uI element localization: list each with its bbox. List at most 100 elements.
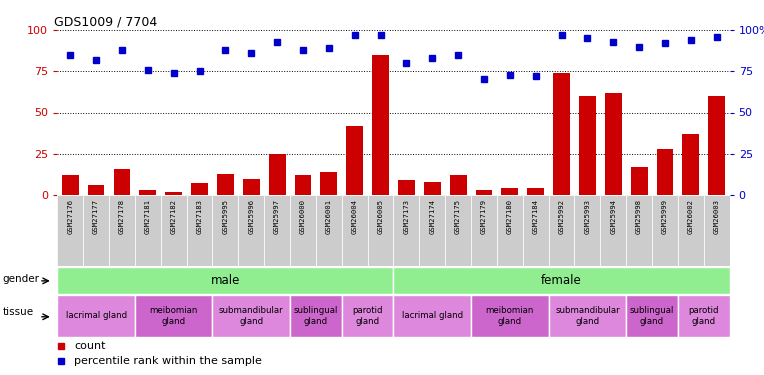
Text: male: male <box>211 274 240 287</box>
Text: GSM27181: GSM27181 <box>145 199 151 234</box>
Bar <box>626 295 678 337</box>
Bar <box>316 195 342 266</box>
Bar <box>678 295 730 337</box>
Bar <box>549 195 575 266</box>
Bar <box>471 295 549 337</box>
Bar <box>652 195 678 266</box>
Text: GSM25994: GSM25994 <box>610 199 617 234</box>
Text: GSM25992: GSM25992 <box>558 199 565 234</box>
Bar <box>475 190 492 195</box>
Bar <box>527 188 544 195</box>
Bar <box>57 295 135 337</box>
Text: percentile rank within the sample: percentile rank within the sample <box>74 356 262 366</box>
Bar <box>342 195 367 266</box>
Bar <box>678 195 704 266</box>
Bar <box>656 149 673 195</box>
Text: GSM27176: GSM27176 <box>67 199 73 234</box>
Bar <box>139 190 156 195</box>
Bar <box>553 73 570 195</box>
Text: GSM25995: GSM25995 <box>222 199 228 234</box>
Bar <box>269 154 286 195</box>
Text: GSM27178: GSM27178 <box>119 199 125 234</box>
Text: GSM27173: GSM27173 <box>403 199 410 234</box>
Bar <box>290 295 342 337</box>
Bar <box>501 188 518 195</box>
Text: tissue: tissue <box>3 307 34 316</box>
Bar <box>704 195 730 266</box>
Bar <box>605 93 622 195</box>
Bar <box>393 295 471 337</box>
Bar <box>631 167 648 195</box>
Text: GSM26001: GSM26001 <box>325 199 332 234</box>
Bar <box>57 267 393 294</box>
Bar <box>62 175 79 195</box>
Bar <box>549 295 626 337</box>
Text: GSM26005: GSM26005 <box>377 199 384 234</box>
Text: submandibular
gland: submandibular gland <box>555 306 620 326</box>
Bar <box>626 195 652 266</box>
Bar <box>320 172 337 195</box>
Bar <box>191 183 208 195</box>
Text: GSM25993: GSM25993 <box>584 199 591 234</box>
Bar <box>295 175 312 195</box>
Text: submandibular
gland: submandibular gland <box>219 306 283 326</box>
Bar <box>109 195 135 266</box>
Bar <box>393 267 730 294</box>
Text: GSM27180: GSM27180 <box>507 199 513 234</box>
Bar <box>579 96 596 195</box>
Bar <box>212 195 238 266</box>
Bar <box>708 96 725 195</box>
Bar <box>238 195 264 266</box>
Text: GSM25999: GSM25999 <box>662 199 668 234</box>
Bar <box>398 180 415 195</box>
Text: GSM26003: GSM26003 <box>714 199 720 234</box>
Bar <box>523 195 549 266</box>
Bar <box>372 55 389 195</box>
Bar <box>135 195 160 266</box>
Bar <box>243 178 260 195</box>
Text: GSM27182: GSM27182 <box>170 199 176 234</box>
Bar <box>88 185 105 195</box>
Bar <box>424 182 441 195</box>
Bar <box>445 195 471 266</box>
Bar <box>346 126 363 195</box>
Text: meibomian
gland: meibomian gland <box>150 306 198 326</box>
Bar <box>264 195 290 266</box>
Text: GSM25998: GSM25998 <box>636 199 642 234</box>
Text: GSM27184: GSM27184 <box>533 199 539 234</box>
Text: GSM26002: GSM26002 <box>688 199 694 234</box>
Text: parotid
gland: parotid gland <box>352 306 383 326</box>
Text: female: female <box>541 274 582 287</box>
Text: lacrimal gland: lacrimal gland <box>402 311 463 320</box>
Bar <box>135 295 212 337</box>
Bar <box>682 134 699 195</box>
Text: GSM26004: GSM26004 <box>351 199 358 234</box>
Text: gender: gender <box>3 274 40 284</box>
Text: GSM25996: GSM25996 <box>248 199 254 234</box>
Text: lacrimal gland: lacrimal gland <box>66 311 127 320</box>
Text: GSM25997: GSM25997 <box>274 199 280 234</box>
Text: sublingual
gland: sublingual gland <box>293 306 338 326</box>
Bar <box>367 195 393 266</box>
Bar <box>186 195 212 266</box>
Bar <box>217 174 234 195</box>
Bar <box>419 195 445 266</box>
Bar <box>165 192 182 195</box>
Text: GSM27174: GSM27174 <box>429 199 435 234</box>
Bar <box>57 195 83 266</box>
Bar <box>575 195 601 266</box>
Bar <box>497 195 523 266</box>
Bar <box>450 175 467 195</box>
Bar <box>471 195 497 266</box>
Bar <box>160 195 186 266</box>
Text: GSM27179: GSM27179 <box>481 199 487 234</box>
Bar <box>212 295 290 337</box>
Text: parotid
gland: parotid gland <box>688 306 719 326</box>
Text: GSM27183: GSM27183 <box>196 199 202 234</box>
Text: count: count <box>74 341 105 351</box>
Bar <box>290 195 316 266</box>
Text: sublingual
gland: sublingual gland <box>630 306 675 326</box>
Text: meibomian
gland: meibomian gland <box>486 306 534 326</box>
Text: GSM26000: GSM26000 <box>300 199 306 234</box>
Bar <box>601 195 626 266</box>
